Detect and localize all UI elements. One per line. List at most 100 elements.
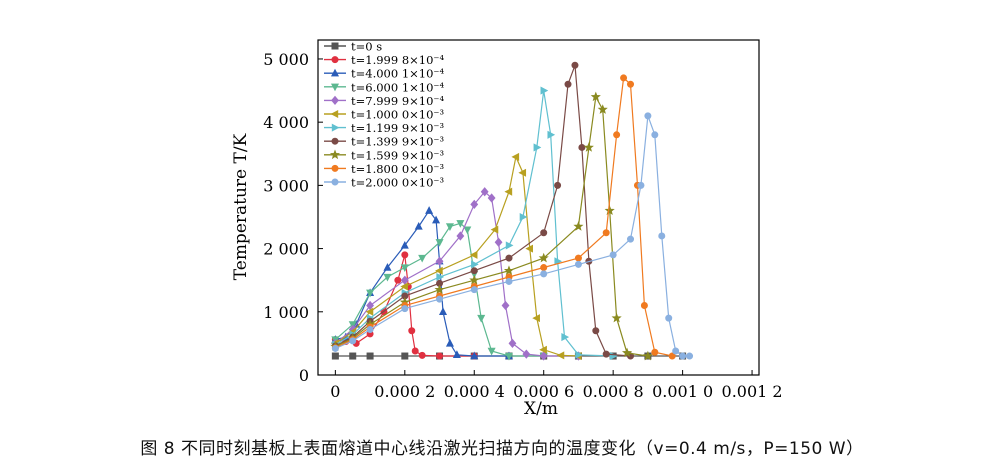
data-point <box>504 352 514 361</box>
legend-label: t=1.399 9×10⁻³ <box>351 135 444 149</box>
data-point <box>511 152 520 161</box>
data-point <box>538 252 549 263</box>
data-point <box>487 193 496 203</box>
data-point <box>621 347 633 358</box>
data-point <box>561 333 570 342</box>
data-point <box>366 289 375 298</box>
data-point <box>331 56 339 64</box>
data-point <box>411 347 419 355</box>
data-point <box>644 112 652 120</box>
legend: t=0 st=1.999 8×10⁻⁴t=4.000 1×10⁻⁴t=6.000… <box>324 40 444 190</box>
data-point <box>539 351 548 361</box>
x-tick-label: 0.001 0 <box>652 382 713 401</box>
data-point <box>463 226 472 235</box>
data-point <box>668 352 676 360</box>
series-10 <box>331 112 694 360</box>
x-tick-label: 0.000 2 <box>374 382 435 401</box>
data-point <box>435 239 444 247</box>
data-point <box>425 206 434 214</box>
data-point <box>578 143 586 151</box>
y-tick-label: 0 <box>299 366 309 385</box>
data-point <box>627 80 635 88</box>
data-point <box>501 300 510 311</box>
data-point <box>418 351 426 359</box>
data-point <box>456 231 465 241</box>
y-tick-label: 1 000 <box>263 303 309 322</box>
data-point <box>611 312 622 323</box>
legend-label: t=1.199 9×10⁻³ <box>351 121 444 135</box>
x-axis-label: X/m <box>524 399 558 419</box>
data-point <box>672 347 680 355</box>
data-point <box>349 337 357 345</box>
data-point <box>574 260 582 268</box>
figure-caption: 图 8 不同时刻基板上表面熔道中心线沿激光扫描方向的温度变化（v=0.4 m/s… <box>140 439 864 459</box>
y-tick-label: 3 000 <box>263 176 309 195</box>
data-point <box>533 143 542 152</box>
x-tick-label: 0 <box>330 382 340 401</box>
series-5 <box>330 152 582 361</box>
data-point <box>471 260 479 269</box>
data-point <box>434 284 445 294</box>
data-point <box>540 86 549 95</box>
legend-label: t=2.000 0×10⁻³ <box>351 176 444 190</box>
data-point <box>547 130 556 139</box>
data-point <box>330 109 339 119</box>
data-point <box>540 264 548 272</box>
data-point <box>394 276 402 284</box>
data-point <box>494 237 503 247</box>
legend-label: t=1.000 0×10⁻³ <box>351 108 444 122</box>
data-point <box>522 349 531 359</box>
data-point <box>480 187 489 197</box>
data-point <box>574 254 582 262</box>
data-point <box>679 352 687 360</box>
data-point <box>331 352 339 360</box>
data-point <box>330 83 340 92</box>
data-point <box>539 345 547 354</box>
legend-item: t=1.599 9×10⁻³ <box>324 148 444 162</box>
data-point <box>613 131 621 139</box>
x-tick-label: 0.000 6 <box>513 382 574 401</box>
data-point <box>518 168 527 177</box>
legend-item: t=1.000 0×10⁻³ <box>324 108 444 122</box>
data-point <box>505 277 513 285</box>
data-point <box>505 254 513 262</box>
data-point <box>435 256 444 266</box>
data-point <box>331 164 339 172</box>
data-point <box>665 314 673 322</box>
data-point <box>331 178 339 186</box>
data-point <box>505 241 514 250</box>
data-point <box>640 301 648 309</box>
data-point <box>583 142 594 152</box>
data-point <box>504 187 513 196</box>
data-point <box>651 131 659 139</box>
data-point <box>436 273 445 282</box>
axes-layer: 0 0.000 2 0.000 4 0.000 6 0.000 8 0.001 0 0.00… <box>263 50 782 401</box>
data-point <box>401 251 409 259</box>
legend-item: t=7.999 9×10⁻⁴ <box>324 94 444 108</box>
data-point <box>602 229 610 237</box>
data-point <box>401 305 409 313</box>
legend-label: t=4.000 1×10⁻⁴ <box>351 67 444 81</box>
data-point <box>445 338 454 347</box>
data-point <box>590 91 601 102</box>
data-point <box>540 229 548 237</box>
data-point <box>597 104 608 114</box>
data-point <box>686 352 694 360</box>
legend-item: t=1.199 9×10⁻³ <box>324 121 444 135</box>
legend-item: t=1.800 0×10⁻³ <box>324 162 444 176</box>
plot-frame <box>317 39 760 376</box>
data-point <box>609 251 617 259</box>
data-point <box>331 344 339 352</box>
data-point <box>349 352 357 360</box>
legend-label: t=6.000 1×10⁻⁴ <box>351 80 444 94</box>
data-point <box>627 235 635 243</box>
data-point <box>383 273 392 282</box>
data-point <box>470 267 478 275</box>
data-point <box>519 212 528 221</box>
data-point <box>470 351 479 360</box>
legend-item: t=2.000 0×10⁻³ <box>324 176 444 190</box>
data-point <box>564 80 572 88</box>
data-point <box>456 220 465 228</box>
series-8 <box>330 91 653 361</box>
